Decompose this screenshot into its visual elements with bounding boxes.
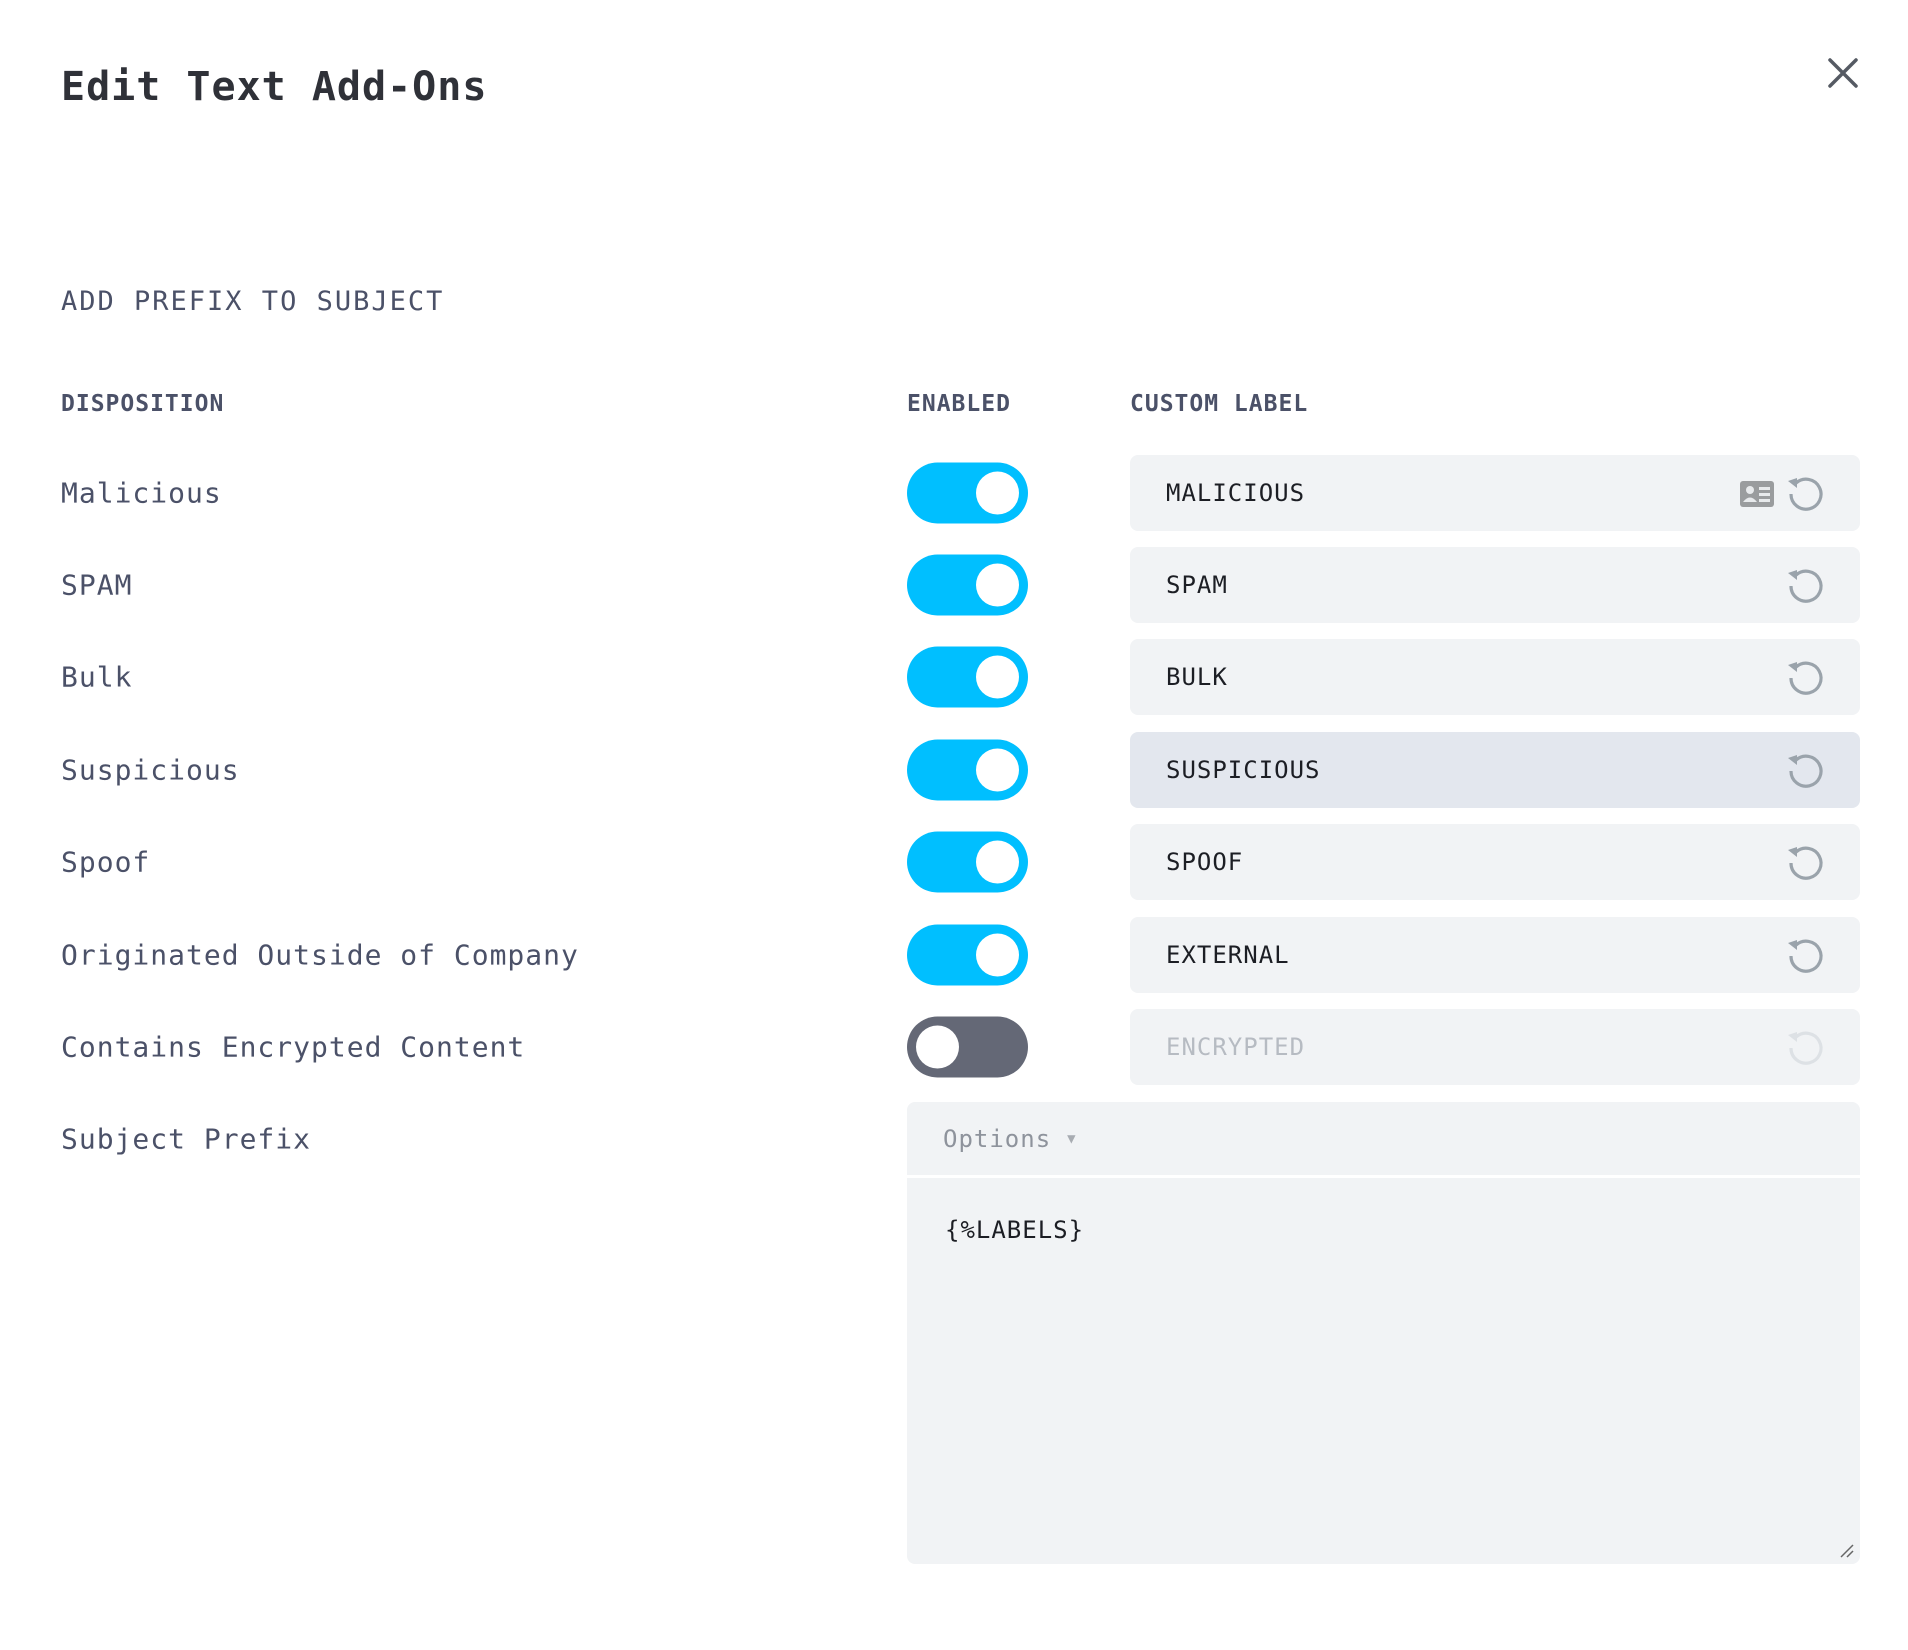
- toggle-bulk[interactable]: [907, 646, 1028, 708]
- custom-label-value: ENCRYPTED: [1166, 1033, 1306, 1061]
- section-heading: ADD PREFIX TO SUBJECT: [61, 286, 445, 317]
- toggle-knob: [916, 1025, 959, 1069]
- reset-icon[interactable]: [1784, 565, 1826, 607]
- disposition-label-spoof: Spoof: [61, 845, 151, 879]
- reset-icon[interactable]: [1784, 1027, 1826, 1069]
- custom-label-value: SPOOF: [1166, 848, 1244, 876]
- toggle-knob: [976, 840, 1019, 884]
- custom-label-value: SPAM: [1166, 571, 1228, 599]
- disposition-label-malicious: Malicious: [61, 476, 222, 510]
- toggle-knob: [976, 655, 1019, 699]
- toggle-originated-outside-of-company[interactable]: [907, 924, 1028, 986]
- toggle-knob: [976, 748, 1019, 792]
- toggle-contains-encrypted-content[interactable]: [907, 1016, 1028, 1078]
- dialog-title: Edit Text Add-Ons: [61, 64, 488, 110]
- custom-label-input-spoof[interactable]: SPOOF: [1130, 824, 1860, 900]
- column-header-enabled: ENABLED: [907, 391, 1011, 417]
- reset-icon[interactable]: [1784, 473, 1826, 515]
- subject-prefix-label: Subject Prefix: [61, 1122, 312, 1156]
- toggle-knob: [976, 471, 1019, 515]
- options-label: Options: [943, 1124, 1052, 1153]
- custom-label-input-malicious[interactable]: MALICIOUS: [1130, 455, 1860, 531]
- caret-down-icon: ▼: [1067, 1130, 1077, 1147]
- custom-label-value: MALICIOUS: [1166, 479, 1306, 507]
- disposition-label-spam: SPAM: [61, 568, 133, 602]
- reset-icon[interactable]: [1784, 935, 1826, 977]
- reset-icon[interactable]: [1784, 657, 1826, 699]
- toggle-spoof[interactable]: [907, 831, 1028, 893]
- toggle-knob: [976, 933, 1019, 977]
- custom-label-input-spam[interactable]: SPAM: [1130, 547, 1860, 623]
- custom-label-value: SUSPICIOUS: [1166, 756, 1321, 784]
- disposition-label-bulk: Bulk: [61, 660, 133, 694]
- subject-prefix-editor[interactable]: Options ▼ {%LABELS}: [907, 1102, 1860, 1564]
- custom-label-input-contains-encrypted-content[interactable]: ENCRYPTED: [1130, 1009, 1860, 1085]
- column-header-custom-label: CUSTOM LABEL: [1130, 391, 1309, 417]
- reset-icon[interactable]: [1784, 842, 1826, 884]
- toggle-suspicious[interactable]: [907, 739, 1028, 801]
- custom-label-value: EXTERNAL: [1166, 941, 1290, 969]
- reset-icon[interactable]: [1784, 750, 1826, 792]
- subject-prefix-textarea[interactable]: {%LABELS}: [945, 1216, 1085, 1244]
- options-dropdown[interactable]: Options ▼: [907, 1102, 1860, 1178]
- disposition-label-contains-encrypted-content: Contains Encrypted Content: [61, 1030, 526, 1064]
- toggle-knob: [976, 563, 1019, 607]
- id-card-icon[interactable]: [1740, 481, 1774, 507]
- custom-label-input-suspicious[interactable]: SUSPICIOUS: [1130, 732, 1860, 808]
- resize-handle-icon[interactable]: [1838, 1542, 1854, 1558]
- close-icon[interactable]: [1822, 52, 1864, 94]
- toggle-spam[interactable]: [907, 554, 1028, 616]
- disposition-label-originated-outside-of-company: Originated Outside of Company: [61, 938, 579, 972]
- custom-label-input-originated-outside-of-company[interactable]: EXTERNAL: [1130, 917, 1860, 993]
- custom-label-input-bulk[interactable]: BULK: [1130, 639, 1860, 715]
- toggle-malicious[interactable]: [907, 462, 1028, 524]
- custom-label-value: BULK: [1166, 663, 1228, 691]
- disposition-label-suspicious: Suspicious: [61, 753, 240, 787]
- column-header-disposition: DISPOSITION: [61, 391, 225, 417]
